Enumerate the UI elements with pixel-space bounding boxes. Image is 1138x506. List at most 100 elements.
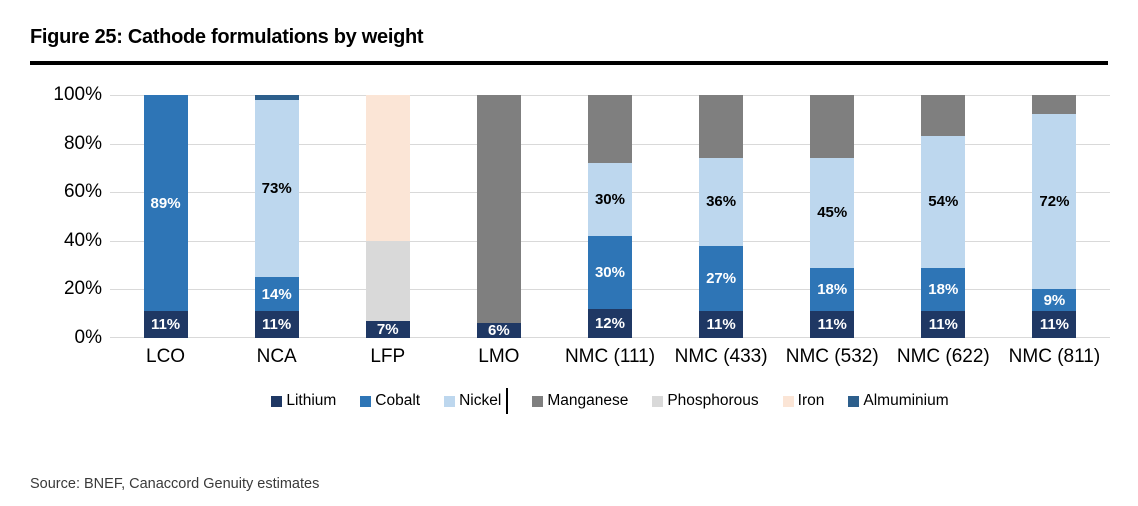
y-axis: 0% 20% 40% 60% 80% 100% — [18, 84, 102, 348]
category-label-nmc-111: NMC (111) — [564, 346, 656, 367]
segment-nickel: 54% — [921, 136, 966, 268]
legend-swatch-nickel — [444, 395, 456, 407]
segment-cobalt: 14% — [254, 277, 299, 312]
segment-lithium: 11% — [810, 311, 855, 338]
data-label: 36% — [706, 193, 737, 211]
legend-swatch-manganese — [532, 395, 544, 407]
y-axis-tick-label: 80% — [63, 132, 102, 154]
y-axis-tick-label: 0% — [74, 327, 102, 348]
segment-lithium: 6% — [476, 322, 521, 340]
data-label: 6% — [488, 322, 510, 340]
category-label-nmc-532: NMC (532) — [785, 346, 879, 367]
stacked-bar-chart: 11% 89% 11% 14% 73% 7% 6% 12% 30% 30% 11% 27% 36% 11%… — [110, 95, 1110, 338]
segment-nickel: 36% — [699, 158, 744, 246]
bar-lmo: 6% — [476, 95, 521, 340]
segment-lithium: 11% — [699, 311, 744, 338]
segment-cobalt: 89% — [143, 95, 188, 312]
legend-label: Manganese — [547, 392, 629, 409]
data-label: 11% — [262, 316, 292, 334]
figure-title: Figure 25: Cathode formulations by weigh… — [30, 26, 424, 48]
y-axis-tick-label: 20% — [63, 278, 102, 300]
data-label: 54% — [928, 193, 959, 211]
segment-nickel: 73% — [254, 99, 299, 278]
bar-lfp: 7% — [365, 95, 410, 338]
data-label: 27% — [706, 269, 737, 287]
legend-item-almuminium[interactable]: Almuminium — [848, 392, 949, 410]
data-label: 18% — [928, 280, 959, 298]
data-label: 11% — [706, 316, 736, 334]
data-label: 7% — [376, 321, 399, 338]
title-rule — [30, 61, 1108, 65]
data-label: 11% — [928, 316, 958, 334]
bar-lco: 11% 89% — [143, 95, 188, 338]
category-label-nmc-811: NMC (811) — [1008, 346, 1101, 367]
legend-label: Nickel — [459, 392, 502, 409]
data-label: 11% — [817, 316, 847, 334]
bar-cell-nmc-622: 11% 18% 54% — [888, 95, 999, 338]
segment-almuminium — [254, 95, 299, 100]
segment-nickel: 30% — [587, 163, 632, 236]
legend-item-iron[interactable]: Iron — [782, 392, 825, 410]
segment-lithium: 7% — [365, 321, 410, 338]
segment-manganese — [699, 95, 744, 159]
segment-phosphorous — [365, 240, 410, 321]
segment-iron — [365, 95, 410, 241]
legend-item-cobalt[interactable]: Cobalt — [360, 392, 420, 410]
segment-manganese — [587, 95, 632, 164]
segment-lithium: 11% — [921, 311, 966, 338]
category-label-nca: NCA — [256, 346, 297, 367]
legend-label: Phosphorous — [667, 392, 759, 409]
data-label: 89% — [150, 194, 181, 212]
x-axis: LCO NCA LFP LMO NMC (111) NMC (433) NMC (532) N… — [110, 346, 1110, 368]
source-text: Source: BNEF, Canaccord Genuity estimate… — [30, 476, 320, 492]
segment-lithium: 11% — [1032, 311, 1077, 338]
segment-lithium: 11% — [254, 311, 299, 338]
legend-item-manganese[interactable]: Manganese — [532, 392, 628, 410]
segment-cobalt: 18% — [810, 267, 855, 312]
data-label: 14% — [261, 285, 292, 303]
segment-nickel: 45% — [810, 158, 855, 268]
text-cursor — [506, 388, 509, 414]
legend-swatch-lithium — [271, 395, 283, 407]
data-label: 12% — [594, 314, 625, 332]
segment-manganese — [921, 95, 966, 137]
bar-cell-nmc-532: 11% 18% 45% — [777, 95, 888, 338]
segment-cobalt: 18% — [921, 267, 966, 312]
y-axis-tick-label: 40% — [63, 229, 102, 251]
segment-lithium: 12% — [587, 308, 632, 338]
segment-nickel: 72% — [1032, 114, 1077, 290]
data-label: 30% — [594, 263, 625, 281]
data-label: 11% — [150, 316, 181, 334]
bar-nmc-622: 11% 18% 54% — [921, 95, 966, 338]
y-axis-tick-label: 100% — [53, 84, 102, 105]
bar-nmc-433: 11% 27% 36% — [699, 95, 744, 338]
bar-cell-nmc-433: 11% 27% 36% — [666, 95, 777, 338]
data-label: 45% — [817, 204, 848, 222]
bars-row: 11% 89% 11% 14% 73% 7% 6% 12% 30% 30% 11% 27% 36% 11%… — [110, 95, 1110, 338]
chart-legend: Lithium Cobalt Nickel Manganese Phosphorous I… — [110, 388, 1110, 414]
bar-nmc-111: 12% 30% 30% — [587, 95, 632, 338]
legend-swatch-phosphorous — [652, 395, 664, 407]
bar-cell-nmc-811: 11% 9% 72% — [999, 95, 1110, 338]
legend-item-lithium[interactable]: Lithium — [271, 392, 336, 410]
category-label-nmc-433: NMC (433) — [674, 346, 768, 367]
data-label: 30% — [594, 191, 625, 208]
bar-cell-nca: 11% 14% 73% — [221, 95, 332, 338]
bar-nmc-532: 11% 18% 45% — [810, 95, 855, 338]
legend-swatch-iron — [782, 395, 794, 407]
bar-cell-nmc-111: 12% 30% 30% — [554, 95, 665, 338]
bar-cell-lmo: 6% — [443, 95, 554, 338]
legend-swatch-cobalt — [360, 395, 372, 407]
segment-cobalt: 9% — [1032, 289, 1077, 312]
legend-swatch-almuminium — [848, 395, 860, 407]
y-axis-tick-label: 60% — [63, 181, 102, 203]
legend-item-phosphorous[interactable]: Phosphorous — [652, 392, 759, 410]
segment-lithium: 11% — [143, 311, 188, 338]
bar-cell-lfp: 7% — [332, 95, 443, 338]
data-label: 73% — [261, 180, 292, 198]
legend-item-nickel[interactable]: Nickel — [444, 388, 509, 414]
segment-manganese — [476, 95, 521, 324]
legend-label: Iron — [797, 392, 825, 409]
data-label: 9% — [1043, 291, 1066, 309]
